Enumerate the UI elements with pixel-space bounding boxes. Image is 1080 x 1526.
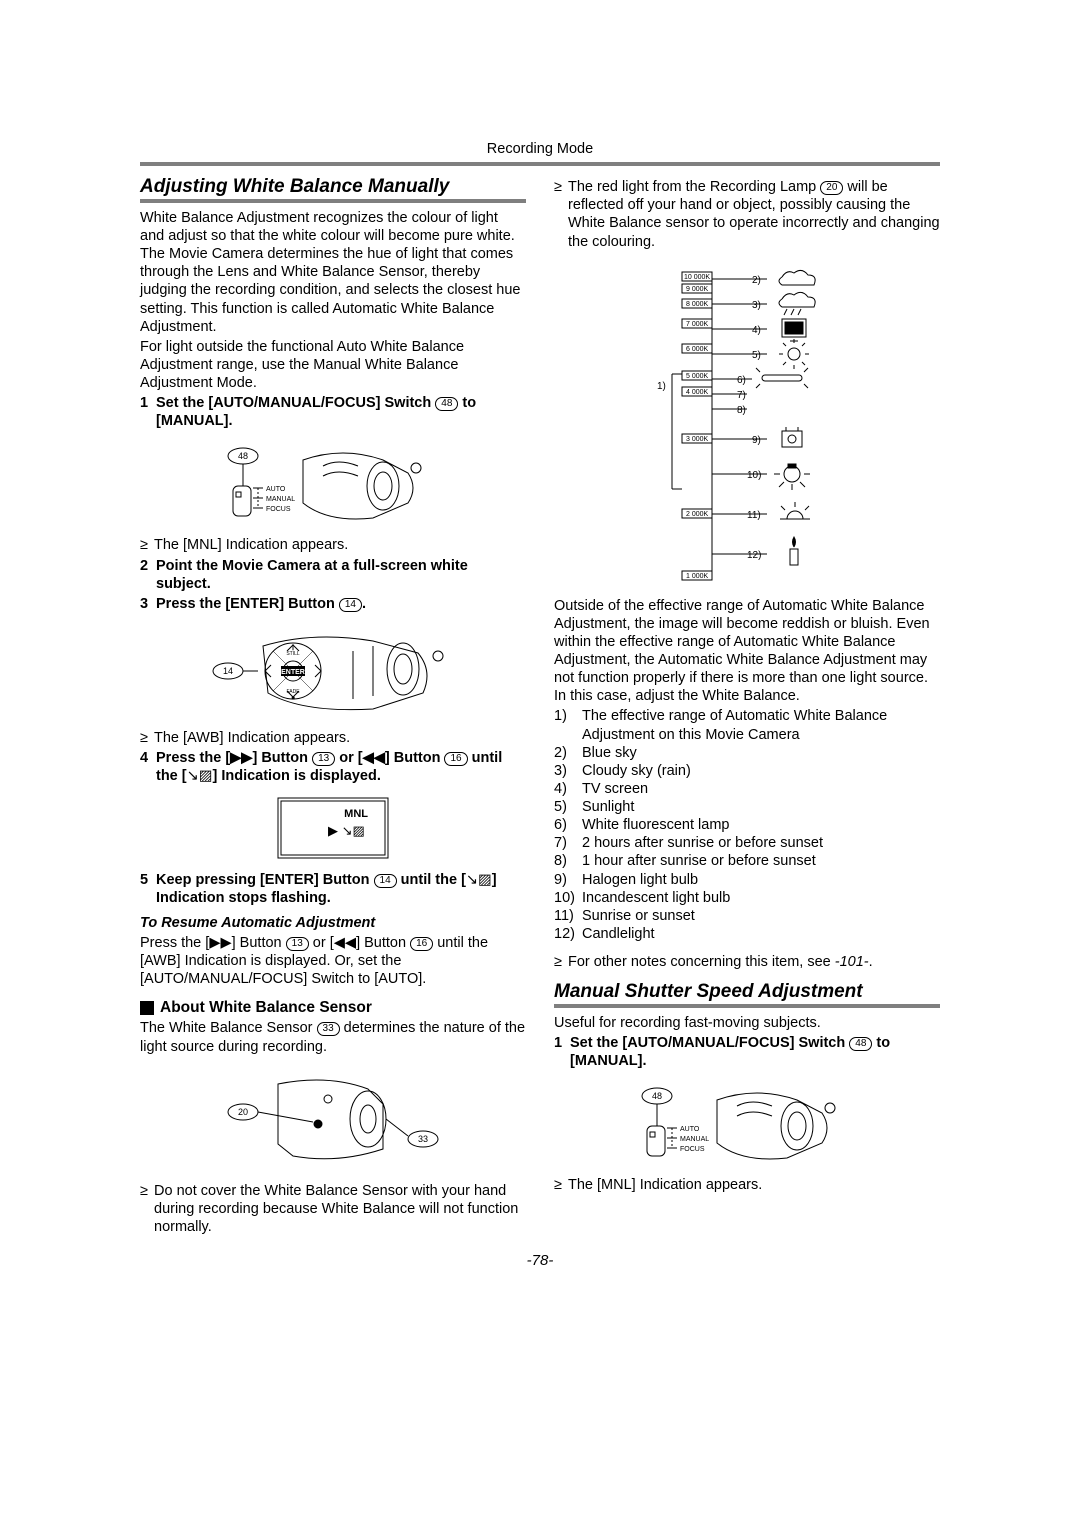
ref-16: 16 — [444, 752, 467, 766]
svg-text:20: 20 — [238, 1107, 248, 1117]
step-1-shutter: 1 Set the [AUTO/MANUAL/FOCUS] Switch 48 … — [554, 1034, 940, 1070]
svg-text:48: 48 — [652, 1091, 662, 1101]
svg-text:2 000K: 2 000K — [686, 511, 709, 518]
svg-text:9 000K: 9 000K — [686, 286, 709, 293]
svg-text:5 000K: 5 000K — [686, 373, 709, 380]
other-notes: ≥ For other notes concerning this item, … — [554, 953, 940, 971]
kelvin-list-item: 9)Halogen light bulb — [554, 871, 940, 889]
ref-13: 13 — [312, 752, 335, 766]
svg-text:10): 10) — [747, 470, 761, 481]
step-3: 3 Press the [ENTER] Button 14. — [140, 595, 526, 613]
resume-heading: To Resume Automatic Adjustment — [140, 914, 526, 932]
kelvin-list-item: 10)Incandescent light bulb — [554, 889, 940, 907]
switch-figure-2: 48 AUTO — [554, 1078, 940, 1168]
outside-range-text: Outside of the effective range of Automa… — [554, 597, 940, 706]
sensor-figure: 20 33 — [140, 1064, 526, 1174]
ref-48: 48 — [435, 397, 458, 411]
step-1: 1 Set the [AUTO/MANUAL/FOCUS] Switch 48 … — [140, 394, 526, 430]
kelvin-list-item: 1)The effective range of Automatic White… — [554, 707, 940, 743]
right-column: ≥ The red light from the Recording Lamp … — [554, 176, 940, 1238]
resume-text: Press the [▶▶] Button 13 or [◀◀] Button … — [140, 934, 526, 988]
svg-text:4 000K: 4 000K — [686, 389, 709, 396]
svg-text:MANUAL: MANUAL — [680, 1136, 709, 1143]
page-number: -78- — [140, 1252, 940, 1271]
svg-text:FOCUS: FOCUS — [680, 1146, 705, 1153]
intro-para-2: For light outside the functional Auto Wh… — [140, 338, 526, 392]
svg-text:3 000K: 3 000K — [686, 436, 709, 443]
svg-text:∥: ∥ — [292, 644, 295, 651]
svg-text:ENTER: ENTER — [281, 669, 305, 676]
step-4: 4 Press the [▶▶] Button 13 or [◀◀] Butto… — [140, 749, 526, 785]
svg-text:12): 12) — [747, 550, 761, 561]
svg-text:7): 7) — [737, 390, 746, 401]
kelvin-list-item: 2)Blue sky — [554, 744, 940, 762]
enter-button-figure: 14 — [140, 621, 526, 721]
kelvin-list: 1)The effective range of Automatic White… — [554, 707, 940, 943]
about-sensor-text: The White Balance Sensor 33 determines t… — [140, 1019, 526, 1055]
sensor-warn-2: ≥ The red light from the Recording Lamp … — [554, 178, 940, 251]
kelvin-list-item: 12)Candlelight — [554, 925, 940, 943]
svg-text:7 000K: 7 000K — [686, 321, 709, 328]
left-column: Adjusting White Balance Manually White B… — [140, 176, 526, 1238]
svg-text:5): 5) — [752, 350, 761, 361]
sensor-warn-1: ≥Do not cover the White Balance Sensor w… — [140, 1182, 526, 1236]
page: Recording Mode Adjusting White Balance M… — [0, 0, 1080, 1526]
section-title-white-balance: Adjusting White Balance Manually — [140, 176, 526, 203]
mnl-display-figure: MNL ▶ ↘▨ — [140, 793, 526, 863]
kelvin-list-item: 3)Cloudy sky (rain) — [554, 762, 940, 780]
svg-text:33: 33 — [418, 1134, 428, 1144]
black-square-icon — [140, 1001, 154, 1015]
svg-text:8): 8) — [737, 405, 746, 416]
ref-14: 14 — [339, 598, 362, 612]
svg-text:MANUAL: MANUAL — [266, 496, 295, 503]
kelvin-list-item: 8)1 hour after sunrise or before sunset — [554, 852, 940, 870]
intro-para-1: White Balance Adjustment recognizes the … — [140, 209, 526, 336]
kelvin-list-item: 4)TV screen — [554, 780, 940, 798]
ref-20: 20 — [820, 181, 843, 195]
svg-text:4): 4) — [752, 325, 761, 336]
kelvin-list-item: 6)White fluorescent lamp — [554, 816, 940, 834]
header-text: Recording Mode — [140, 140, 940, 158]
header-rule — [140, 162, 940, 166]
kelvin-list-item: 5)Sunlight — [554, 798, 940, 816]
note-awb-appears: ≥The [AWB] Indication appears. — [140, 729, 526, 747]
section-title-shutter: Manual Shutter Speed Adjustment — [554, 981, 940, 1008]
svg-text:STILL: STILL — [286, 651, 300, 657]
svg-text:1): 1) — [657, 381, 666, 392]
svg-text:▶ ↘▨: ▶ ↘▨ — [328, 823, 365, 838]
svg-text:11): 11) — [747, 510, 761, 521]
svg-text:6 000K: 6 000K — [686, 346, 709, 353]
ref-33: 33 — [317, 1022, 340, 1036]
svg-text:FOCUS: FOCUS — [266, 506, 291, 513]
svg-text:2): 2) — [752, 275, 761, 286]
svg-text:AUTO: AUTO — [266, 486, 286, 493]
about-sensor-heading: About White Balance Sensor — [140, 998, 526, 1017]
svg-text:■: ■ — [291, 696, 295, 702]
columns: Adjusting White Balance Manually White B… — [140, 176, 940, 1238]
svg-text:48: 48 — [238, 451, 248, 461]
note-mnl-appears: ≥The [MNL] Indication appears. — [140, 536, 526, 554]
svg-text:9): 9) — [752, 435, 761, 446]
kelvin-chart: 1) 2) 3) 4) — [554, 259, 940, 589]
svg-text:AUTO: AUTO — [680, 1126, 700, 1133]
svg-text:3): 3) — [752, 300, 761, 311]
svg-text:8 000K: 8 000K — [686, 301, 709, 308]
step-2: 2 Point the Movie Camera at a full-scree… — [140, 557, 526, 593]
svg-text:MNL: MNL — [344, 808, 368, 820]
svg-text:1 000K: 1 000K — [686, 573, 709, 580]
svg-text:6): 6) — [737, 375, 746, 386]
useful-text: Useful for recording fast-moving subject… — [554, 1014, 940, 1032]
note-mnl-appears-2: ≥The [MNL] Indication appears. — [554, 1176, 940, 1194]
svg-text:10 000K: 10 000K — [684, 274, 710, 281]
kelvin-list-item: 11)Sunrise or sunset — [554, 907, 940, 925]
step-5: 5 Keep pressing [ENTER] Button 14 until … — [140, 871, 526, 907]
page-ref-101: -101- — [835, 954, 869, 970]
kelvin-list-item: 7)2 hours after sunrise or before sunset — [554, 834, 940, 852]
svg-text:FADE: FADE — [286, 689, 300, 695]
svg-text:14: 14 — [223, 666, 233, 676]
switch-figure-1: 48 — [140, 438, 526, 528]
